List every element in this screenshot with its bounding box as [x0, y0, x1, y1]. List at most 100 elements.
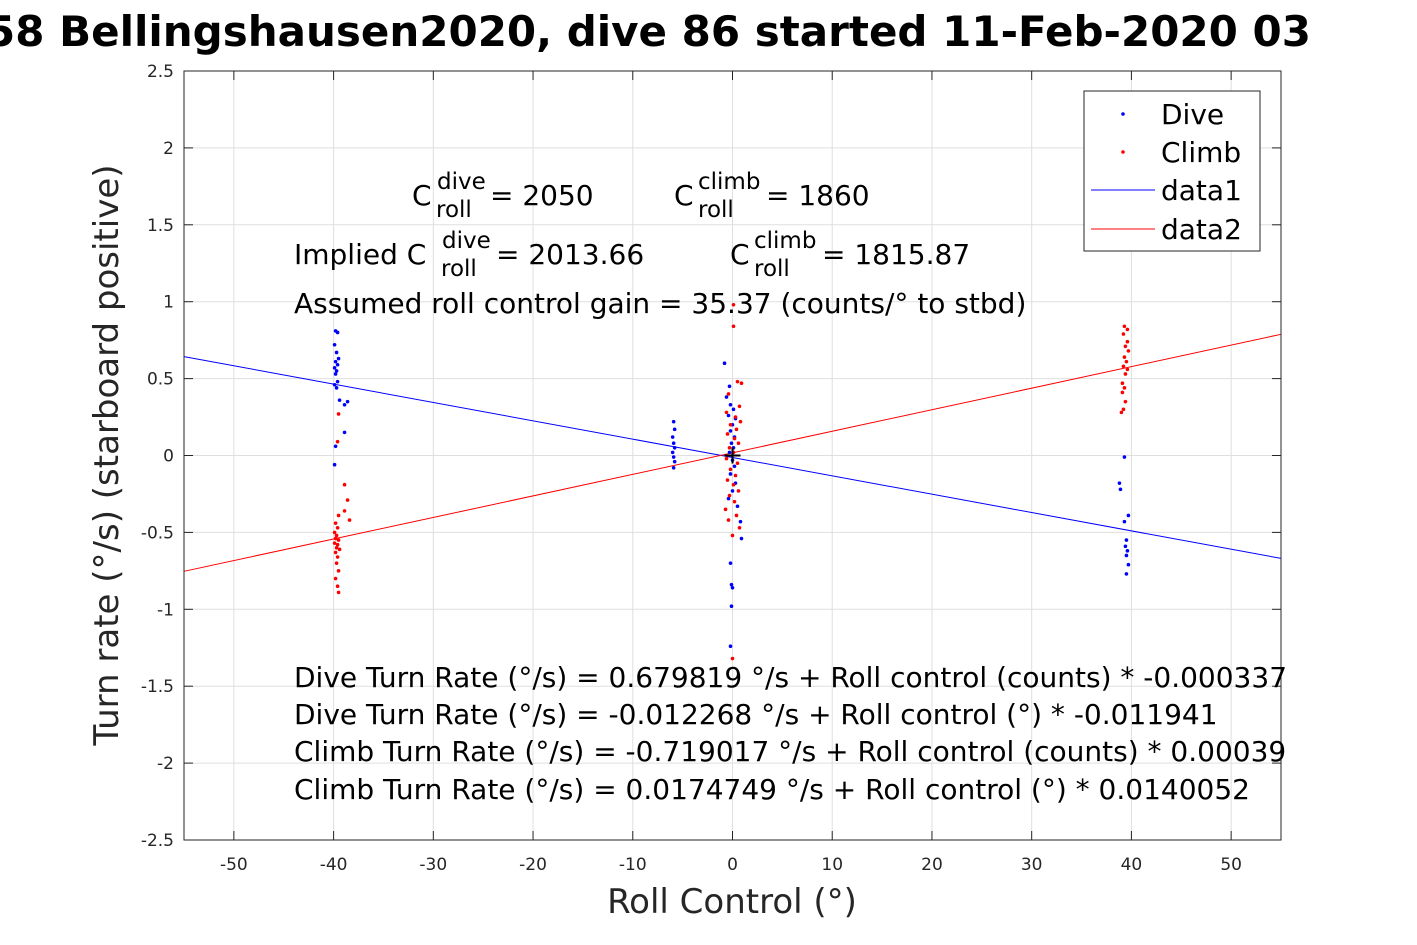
dive-point — [1126, 562, 1131, 567]
climb-point — [342, 509, 347, 513]
climb-point — [333, 521, 338, 525]
dive-point — [738, 519, 743, 524]
dive-point — [728, 472, 733, 476]
x-tick-label: -10 — [619, 855, 647, 875]
climb-point — [334, 545, 339, 550]
dive-point — [727, 450, 732, 455]
c-dive-val: = 2050 — [490, 179, 594, 212]
dive-point — [333, 359, 338, 364]
climb-point — [1123, 344, 1128, 349]
dive-point — [1124, 572, 1129, 576]
dive-point — [332, 462, 337, 467]
svg-text:C: C — [412, 179, 432, 212]
c-climb-val: = 1860 — [766, 179, 870, 212]
climb-point — [734, 513, 739, 518]
x-tick-label: 10 — [821, 855, 843, 875]
dive-point — [332, 342, 337, 347]
dive-point — [670, 435, 675, 439]
y-tick-label: -1 — [157, 600, 174, 620]
climb-point — [732, 499, 737, 504]
dive-point — [1123, 544, 1128, 549]
climb-point — [735, 379, 740, 384]
climb-point — [1120, 390, 1125, 395]
climb-point — [336, 513, 341, 518]
climb-point — [725, 478, 730, 482]
climb-point — [333, 536, 338, 541]
dive-point — [730, 585, 735, 590]
c-dive-base: C — [412, 179, 432, 212]
dive-point — [335, 362, 340, 367]
legend: Dive Climb data1 data2 — [1083, 90, 1261, 252]
dive-point — [335, 379, 340, 384]
climb-point — [334, 533, 339, 538]
dive-point — [336, 356, 341, 361]
dive-point — [732, 464, 737, 469]
y-tick-label: -2 — [157, 754, 174, 774]
origin-marker — [724, 447, 741, 464]
annotation-gain: Assumed roll control gain = 35.37 (count… — [294, 287, 1026, 320]
dive-point — [333, 444, 338, 449]
climb-point — [335, 525, 340, 530]
x-tick-label: 50 — [1220, 855, 1242, 875]
climb-point — [1119, 410, 1124, 415]
climb-point — [336, 412, 341, 416]
climb-point — [737, 404, 742, 409]
dive-point — [735, 504, 740, 509]
legend-dive-label: Dive — [1161, 98, 1224, 131]
climb-point — [1120, 381, 1125, 386]
legend-climb-marker — [1121, 150, 1125, 154]
dive-point — [739, 536, 744, 541]
dive-point — [731, 407, 736, 412]
y-tick-label: -2.5 — [141, 831, 174, 851]
dive-point — [1126, 513, 1131, 518]
dive-point — [671, 419, 676, 424]
dive-point — [345, 399, 350, 404]
climb-point — [737, 525, 742, 530]
climb-point — [1126, 349, 1131, 353]
c-climb-sup: climb — [698, 169, 760, 195]
climb-point — [732, 436, 737, 441]
dive-point — [1124, 538, 1129, 542]
y-axis-ticks: 2.5 2 1.5 1 0.5 0 -0.5 -1 -1.5 -2 -2.5 — [141, 62, 1281, 851]
climb-point — [739, 381, 744, 386]
dive-point — [671, 455, 676, 459]
dive-point — [342, 402, 347, 407]
implied-climb-sub: roll — [754, 256, 790, 282]
climb-point — [342, 482, 347, 487]
c-climb-sub: roll — [698, 197, 734, 223]
climb-point — [728, 422, 733, 427]
dive-point — [672, 427, 677, 432]
dive-point — [726, 413, 731, 418]
dive-point — [728, 429, 733, 433]
climb-point — [333, 550, 338, 555]
climb-point — [727, 493, 732, 498]
dive-point — [726, 496, 731, 501]
x-tick-label: -40 — [320, 855, 348, 875]
annotation-eq1: Dive Turn Rate (°/s) = 0.679819 °/s + Ro… — [294, 661, 1287, 694]
dive-point — [332, 366, 337, 370]
c-dive-sub: roll — [436, 197, 472, 223]
c-climb-base: C — [674, 179, 694, 212]
implied-climb-sup: climb — [754, 228, 816, 254]
climb-point — [727, 446, 732, 450]
dive-point — [334, 350, 339, 355]
annotation-implied-dive: Implied C dive roll = 2013.66 — [294, 228, 644, 282]
dive-point — [728, 644, 733, 649]
climb-point — [1123, 399, 1128, 404]
y-tick-label: 0.5 — [147, 370, 174, 390]
legend-climb-label: Climb — [1161, 136, 1241, 169]
climb-point — [1125, 327, 1130, 332]
implied-prefix: Implied C — [294, 238, 426, 271]
climb-point — [1122, 355, 1127, 359]
dive-point — [672, 459, 677, 464]
climb-point — [1122, 324, 1127, 329]
climb-point — [726, 518, 731, 522]
implied-dive-sub: roll — [441, 256, 477, 282]
annotation-c-roll-climb: C climb roll = 1860 — [674, 169, 870, 223]
climb-point — [736, 441, 741, 445]
climb-point — [733, 415, 738, 419]
dive-point — [728, 402, 733, 407]
climb-point — [334, 561, 339, 565]
annotation-eq3: Climb Turn Rate (°/s) = -0.719017 °/s + … — [294, 735, 1286, 768]
